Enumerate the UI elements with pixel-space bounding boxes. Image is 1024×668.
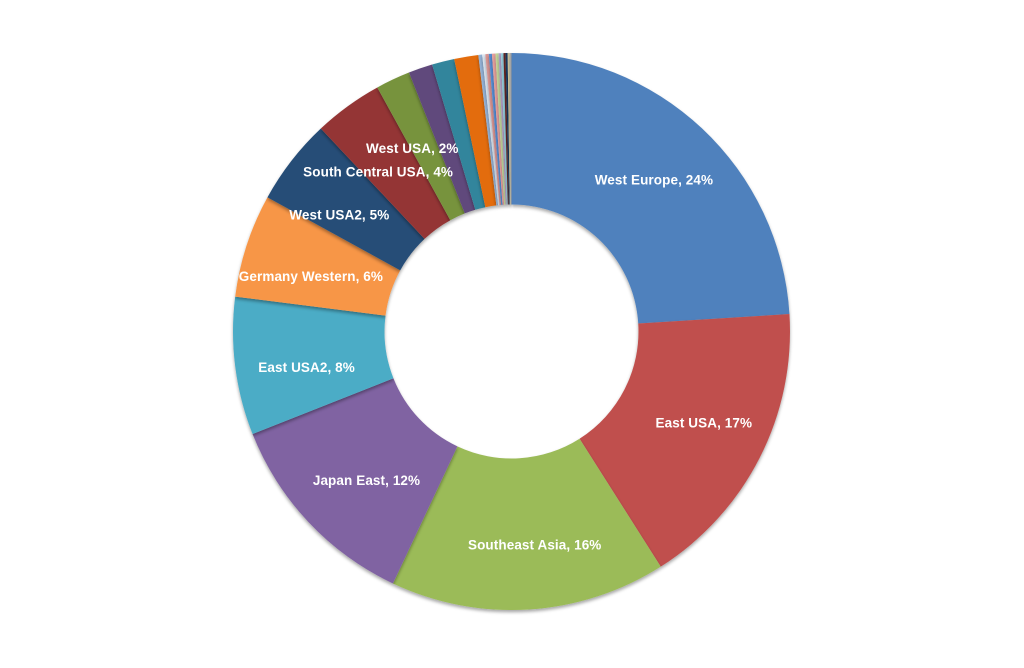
donut-slices: [233, 53, 791, 611]
slice-label-germany-western: Germany Western, 6%: [239, 269, 383, 284]
pie-slice-southeast-asia: [392, 438, 661, 611]
pie-slice-east-usa: [579, 314, 791, 567]
pie-slice-other-16: [491, 53, 505, 205]
pie-slice-other-18: [498, 53, 507, 205]
pie-slice-japan-east: [252, 378, 458, 584]
pie-slice-other-10: [432, 58, 486, 210]
pie-slice-other-21: [505, 53, 510, 205]
slice-label-west-europe: West Europe, 24%: [595, 172, 713, 187]
slice-label-southeast-asia: Southeast Asia, 16%: [468, 538, 601, 553]
pie-slice-other-22: [507, 53, 511, 205]
pie-slice-west-usa2: [267, 128, 425, 271]
pie-slice-other-23: [509, 53, 512, 205]
pie-slice-west-usa: [377, 72, 465, 221]
pie-slice-germany-western: [235, 197, 401, 316]
pie-slice-east-usa2: [233, 296, 394, 435]
donut-labels: West Europe, 24% East USA, 17% Southeast A…: [239, 141, 752, 553]
pie-slice-other-9: [408, 64, 476, 214]
pie-slice-other-20: [503, 53, 509, 205]
pie-slice-west-europe: [511, 53, 790, 324]
slice-label-south-central-usa: South Central USA, 4%: [303, 164, 453, 179]
slice-label-east-usa2: East USA2, 8%: [258, 360, 355, 375]
slice-label-west-usa: West USA, 2%: [366, 141, 458, 156]
pie-slice-other-19: [501, 53, 508, 205]
slice-label-japan-east: Japan East, 12%: [313, 473, 420, 488]
slice-label-east-usa: East USA, 17%: [656, 416, 753, 431]
slice-label-west-usa2: West USA2, 5%: [289, 207, 389, 222]
pie-slice-other-13: [482, 54, 500, 206]
pie-slice-other-15: [488, 53, 503, 205]
pie-slice-south-central-usa: [320, 87, 451, 239]
pie-slice-other-11: [454, 54, 497, 208]
pie-slice-other-17: [495, 53, 506, 205]
pie-slice-other-12: [478, 54, 499, 206]
pie-slice-other-14: [485, 53, 502, 206]
